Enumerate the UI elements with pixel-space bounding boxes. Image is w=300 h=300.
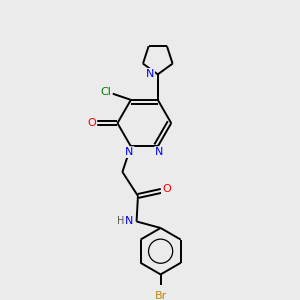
Text: H: H	[117, 217, 125, 226]
Text: O: O	[162, 184, 171, 194]
Text: Cl: Cl	[101, 87, 112, 97]
Text: N: N	[155, 147, 164, 157]
Text: O: O	[88, 118, 96, 128]
Text: N: N	[146, 69, 154, 79]
Text: Br: Br	[155, 291, 167, 300]
Text: N: N	[124, 217, 133, 226]
Text: N: N	[125, 147, 134, 157]
